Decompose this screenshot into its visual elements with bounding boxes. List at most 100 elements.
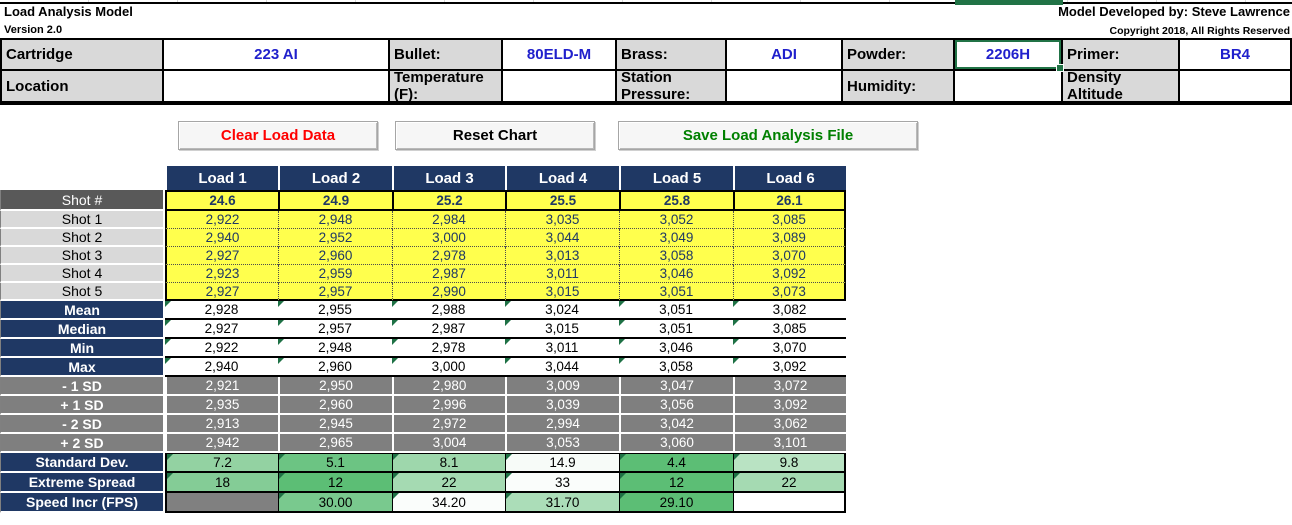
standard-dev-load-5[interactable]: 4.4 [619, 453, 733, 473]
row-label-speed-incr-fps[interactable]: Speed Incr (FPS) [0, 493, 165, 513]
row-label-2-sd[interactable]: - 2 SD [0, 415, 165, 434]
row-label-standard-dev[interactable]: Standard Dev. [0, 453, 165, 473]
extreme-spread-load-4[interactable]: 33 [505, 473, 619, 493]
2-sd-load-5[interactable]: 3,060 [619, 434, 733, 453]
speed-incr-fps-load-5[interactable]: 29.10 [619, 493, 733, 513]
shot-load-4[interactable]: 25.5 [505, 190, 619, 211]
2-sd-load-1[interactable]: 2,942 [165, 434, 278, 453]
1-sd-load-6[interactable]: 3,072 [733, 377, 846, 396]
max-load-6[interactable]: 3,092 [733, 358, 846, 377]
row-label-1-sd[interactable]: + 1 SD [0, 396, 165, 415]
shot-3-load-6[interactable]: 3,070 [733, 247, 846, 265]
shot-2-load-1[interactable]: 2,940 [165, 229, 278, 247]
shot-2-load-6[interactable]: 3,089 [733, 229, 846, 247]
1-sd-load-6[interactable]: 3,092 [733, 396, 846, 415]
form-value-location[interactable] [164, 71, 388, 101]
standard-dev-load-3[interactable]: 8.1 [392, 453, 505, 473]
form-value-station-pressure[interactable] [727, 71, 841, 101]
min-load-5[interactable]: 3,046 [619, 339, 733, 358]
max-load-5[interactable]: 3,058 [619, 358, 733, 377]
shot-4-load-2[interactable]: 2,959 [278, 265, 392, 283]
form-label-bullet[interactable]: Bullet: [390, 40, 501, 69]
2-sd-load-6[interactable]: 3,062 [733, 415, 846, 434]
1-sd-load-5[interactable]: 3,047 [619, 377, 733, 396]
median-load-3[interactable]: 2,987 [392, 320, 505, 339]
extreme-spread-load-5[interactable]: 12 [619, 473, 733, 493]
shot-2-load-2[interactable]: 2,952 [278, 229, 392, 247]
shot-5-load-1[interactable]: 2,927 [165, 283, 278, 301]
shot-3-load-4[interactable]: 3,013 [505, 247, 619, 265]
shot-4-load-1[interactable]: 2,923 [165, 265, 278, 283]
shot-load-2[interactable]: 24.9 [278, 190, 392, 211]
mean-load-5[interactable]: 3,051 [619, 301, 733, 320]
1-sd-load-2[interactable]: 2,960 [278, 396, 392, 415]
2-sd-load-3[interactable]: 3,004 [392, 434, 505, 453]
row-label-1-sd[interactable]: - 1 SD [0, 377, 165, 396]
row-label-median[interactable]: Median [0, 320, 165, 339]
form-label-density-altitude[interactable]: Density Altitude [1063, 69, 1178, 103]
column-header-load-5[interactable]: Load 5 [619, 166, 733, 190]
form-label-station-pressure[interactable]: Station Pressure: [617, 69, 725, 103]
2-sd-load-2[interactable]: 2,965 [278, 434, 392, 453]
max-load-1[interactable]: 2,940 [165, 358, 278, 377]
row-label-min[interactable]: Min [0, 339, 165, 358]
row-label-shot-5[interactable]: Shot 5 [0, 283, 165, 301]
1-sd-load-2[interactable]: 2,950 [278, 377, 392, 396]
row-label-max[interactable]: Max [0, 358, 165, 377]
shot-2-load-4[interactable]: 3,044 [505, 229, 619, 247]
speed-incr-fps-load-4[interactable]: 31.70 [505, 493, 619, 513]
shot-1-load-4[interactable]: 3,035 [505, 211, 619, 229]
min-load-1[interactable]: 2,922 [165, 339, 278, 358]
shot-2-load-3[interactable]: 3,000 [392, 229, 505, 247]
1-sd-load-1[interactable]: 2,935 [165, 396, 278, 415]
speed-incr-fps-load-1[interactable] [165, 493, 278, 513]
shot-4-load-3[interactable]: 2,987 [392, 265, 505, 283]
2-sd-load-6[interactable]: 3,101 [733, 434, 846, 453]
shot-5-load-2[interactable]: 2,957 [278, 283, 392, 301]
extreme-spread-load-2[interactable]: 12 [278, 473, 392, 493]
max-load-4[interactable]: 3,044 [505, 358, 619, 377]
shot-3-load-2[interactable]: 2,960 [278, 247, 392, 265]
shot-2-load-5[interactable]: 3,049 [619, 229, 733, 247]
extreme-spread-load-3[interactable]: 22 [392, 473, 505, 493]
shot-4-load-4[interactable]: 3,011 [505, 265, 619, 283]
shot-4-load-6[interactable]: 3,092 [733, 265, 846, 283]
mean-load-3[interactable]: 2,988 [392, 301, 505, 320]
reset-chart-button[interactable]: Reset Chart [395, 121, 595, 150]
mean-load-2[interactable]: 2,955 [278, 301, 392, 320]
mean-load-6[interactable]: 3,082 [733, 301, 846, 320]
form-value-bullet[interactable]: 80ELD-M [503, 40, 615, 69]
column-header-load-3[interactable]: Load 3 [392, 166, 505, 190]
row-label-shot-1[interactable]: Shot 1 [0, 211, 165, 229]
standard-dev-load-6[interactable]: 9.8 [733, 453, 846, 473]
shot-3-load-1[interactable]: 2,927 [165, 247, 278, 265]
form-label-brass[interactable]: Brass: [617, 40, 725, 69]
max-load-2[interactable]: 2,960 [278, 358, 392, 377]
min-load-6[interactable]: 3,070 [733, 339, 846, 358]
form-value-cartridge[interactable]: 223 AI [164, 40, 388, 69]
shot-load-3[interactable]: 25.2 [392, 190, 505, 211]
2-sd-load-5[interactable]: 3,042 [619, 415, 733, 434]
shot-1-load-3[interactable]: 2,984 [392, 211, 505, 229]
shot-4-load-5[interactable]: 3,046 [619, 265, 733, 283]
1-sd-load-3[interactable]: 2,996 [392, 396, 505, 415]
speed-incr-fps-load-3[interactable]: 34.20 [392, 493, 505, 513]
form-value-humidity[interactable] [955, 71, 1061, 101]
median-load-5[interactable]: 3,051 [619, 320, 733, 339]
shot-1-load-6[interactable]: 3,085 [733, 211, 846, 229]
min-load-4[interactable]: 3,011 [505, 339, 619, 358]
form-value-powder[interactable]: 2206H [955, 40, 1064, 72]
form-label-temperature-f[interactable]: Temperature (F): [390, 69, 501, 103]
shot-5-load-4[interactable]: 3,015 [505, 283, 619, 301]
shot-1-load-5[interactable]: 3,052 [619, 211, 733, 229]
shot-1-load-2[interactable]: 2,948 [278, 211, 392, 229]
form-label-location[interactable]: Location [2, 71, 162, 101]
median-load-6[interactable]: 3,085 [733, 320, 846, 339]
2-sd-load-4[interactable]: 2,994 [505, 415, 619, 434]
mean-load-4[interactable]: 3,024 [505, 301, 619, 320]
shot-3-load-5[interactable]: 3,058 [619, 247, 733, 265]
min-load-3[interactable]: 2,978 [392, 339, 505, 358]
form-value-density-altitude[interactable] [1180, 71, 1290, 101]
median-load-4[interactable]: 3,015 [505, 320, 619, 339]
shot-3-load-3[interactable]: 2,978 [392, 247, 505, 265]
